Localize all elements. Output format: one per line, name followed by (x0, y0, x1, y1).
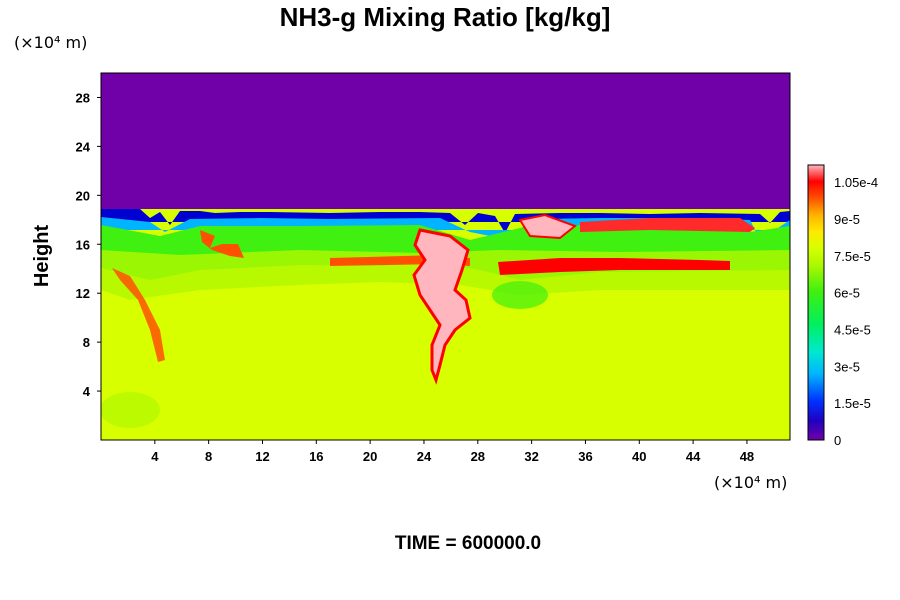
colorbar-ticks: 0 1.5e-5 3e-5 4.5e-5 6e-5 7.5e-5 9e-5 1.05e-4 (834, 175, 878, 448)
colorbar-tick-label: 1.5e-5 (834, 396, 871, 411)
y-tick-label: 20 (76, 188, 90, 203)
x-tick-label: 8 (205, 449, 212, 464)
y-axis-ticks: 4 8 12 16 20 24 28 (76, 90, 101, 399)
x-tick-label: 28 (471, 449, 485, 464)
y-axis-label: Height (31, 225, 53, 288)
y-tick-label: 24 (76, 139, 91, 154)
x-tick-label: 20 (363, 449, 377, 464)
x-tick-label: 36 (578, 449, 592, 464)
colorbar-tick-label: 0 (834, 433, 841, 448)
x-tick-label: 32 (524, 449, 538, 464)
x-tick-label: 4 (151, 449, 159, 464)
x-tick-label: 16 (309, 449, 323, 464)
heatmap-stratosphere (101, 73, 790, 209)
y-tick-label: 8 (83, 335, 90, 350)
heatmap-west-eddy (200, 230, 244, 258)
heatmap-central-plume (412, 228, 472, 385)
chart-title: NH3-g Mixing Ratio [kg/kg] (280, 2, 611, 32)
x-tick-label: 48 (740, 449, 754, 464)
heatmap-west-plume (112, 268, 165, 362)
heatmap-pink-top (518, 213, 578, 240)
x-axis-ticks: 4 8 12 16 20 24 28 32 36 40 44 48 (151, 440, 754, 464)
x-tick-label: 44 (686, 449, 701, 464)
x-tick-label: 12 (255, 449, 269, 464)
colorbar-tick-label: 1.05e-4 (834, 175, 878, 190)
colorbar-tick-label: 7.5e-5 (834, 249, 871, 264)
y-tick-label: 4 (83, 384, 91, 399)
y-tick-label: 16 (76, 237, 90, 252)
x-axis-unit: (×10⁴ m) (714, 473, 787, 492)
colorbar-tick-label: 9e-5 (834, 212, 860, 227)
colorbar-tick-label: 6e-5 (834, 286, 860, 301)
y-tick-label: 28 (76, 90, 90, 105)
plot-frame (100, 72, 791, 441)
y-tick-label: 12 (76, 286, 90, 301)
heatmap-red-streak-east (498, 258, 730, 275)
x-tick-label: 40 (632, 449, 646, 464)
x-tick-label: 24 (417, 449, 432, 464)
colorbar (807, 164, 825, 441)
colorbar-tick-label: 4.5e-5 (834, 323, 871, 338)
heatmap-field (101, 73, 790, 440)
heatmap-red-top-east (580, 218, 755, 232)
time-label: TIME = 600000.0 (395, 533, 541, 554)
heatmap-lime-wisp (101, 392, 160, 428)
heatmap-green-wisp (492, 281, 548, 309)
y-axis-unit: (×10⁴ m) (14, 33, 87, 52)
colorbar-tick-label: 3e-5 (834, 359, 860, 374)
